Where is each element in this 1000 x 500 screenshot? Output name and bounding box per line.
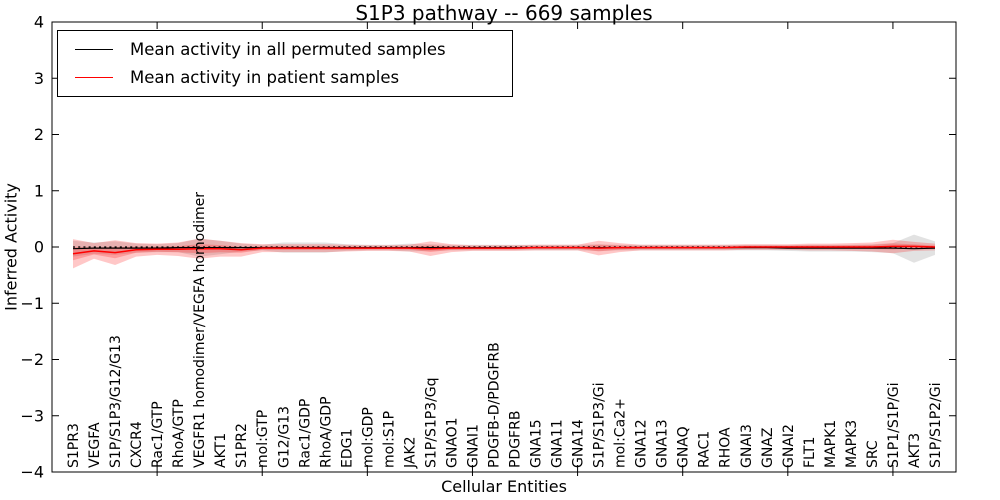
x-tick-label: GNAQ: [676, 426, 692, 468]
x-tick-label: GNA12: [634, 419, 650, 468]
x-tick-label: GNAI1: [465, 424, 481, 468]
y-tick-label: −4: [20, 463, 44, 482]
x-tick-label: mol:S1P: [381, 411, 397, 468]
x-tick-label: S1P1/S1P/Gi: [886, 382, 902, 468]
x-tick-label: S1PR3: [66, 423, 82, 468]
patient-mean-line: [72, 245, 936, 255]
x-tick-label: RHOA: [718, 427, 734, 468]
x-tick-label: mol:GDP: [360, 407, 376, 468]
legend: Mean activity in all permuted samples Me…: [57, 30, 513, 97]
x-tick-label: GNAI2: [781, 424, 797, 468]
x-tick-label: S1PR2: [234, 423, 250, 468]
y-tick-label: −1: [20, 294, 44, 313]
x-tick-label: GNA13: [655, 419, 671, 468]
y-tick-label: 0: [34, 238, 44, 257]
x-tick-label: S1P/S1P3/Gq: [423, 377, 439, 468]
x-tick-label: S1P/S1P3/G12/G13: [108, 335, 124, 468]
x-tick-label: PDGFB-D/PDGFRB: [486, 342, 502, 468]
permuted-line-sample: [75, 48, 113, 50]
x-tick-label: GNA15: [529, 419, 545, 468]
legend-item-permuted: Mean activity in all permuted samples: [58, 35, 512, 63]
x-tick-label: FLT1: [802, 437, 818, 468]
y-tick-label: 4: [34, 13, 44, 32]
x-tick-label: G12/G13: [276, 406, 292, 468]
legend-label-permuted: Mean activity in all permuted samples: [130, 39, 446, 59]
legend-item-patient: Mean activity in patient samples: [58, 64, 512, 92]
x-tick-label: GNAI3: [739, 424, 755, 468]
x-tick-label: SRC: [865, 440, 881, 468]
x-tick-label: MAPK3: [844, 420, 860, 468]
y-tick-label: 2: [34, 125, 44, 144]
x-tick-label: Rac1/GDP: [297, 399, 313, 468]
x-tick-label: S1P/S1P2/Gi: [928, 382, 944, 468]
patient-line-sample: [75, 77, 113, 79]
x-tick-label: VEGFR1 homodimer/VEGFA homodimer: [192, 192, 208, 468]
x-tick-label: GNA11: [550, 419, 566, 468]
x-tick-label: MAPK1: [823, 420, 839, 468]
x-tick-label: RAC1: [697, 431, 713, 468]
y-tick-label: 3: [34, 69, 44, 88]
x-tick-label: GNAZ: [760, 428, 776, 469]
x-tick-label: mol:GTP: [255, 410, 271, 468]
x-tick-label: Rac1/GTP: [150, 401, 166, 468]
x-tick-label: VEGFA: [87, 422, 103, 468]
y-tick-label: −2: [20, 350, 44, 369]
x-tick-label: AKT3: [907, 433, 923, 468]
x-tick-label: GNA14: [571, 419, 587, 468]
x-tick-label: RhoA/GDP: [318, 396, 334, 468]
x-tick-label: mol:Ca2+: [613, 398, 629, 468]
x-tick-label: CXCR4: [129, 421, 145, 468]
patient-band: [73, 238, 935, 269]
x-tick-label: AKT1: [213, 433, 229, 468]
y-tick-label: −3: [20, 406, 44, 425]
y-axis-label: Inferred Activity: [1, 183, 21, 311]
x-tick-label: RhoA/GTP: [171, 399, 187, 468]
y-tick-label: 1: [34, 181, 44, 200]
chart-title: S1P3 pathway -- 669 samples: [355, 1, 653, 25]
x-tick-label: JAK2: [402, 436, 418, 469]
x-tick-label: PDGFRB: [508, 411, 524, 468]
x-tick-label: GNAO1: [444, 417, 460, 468]
x-tick-label: S1P/S1P3/Gi: [592, 382, 608, 468]
legend-label-patient: Mean activity in patient samples: [130, 68, 400, 88]
x-axis-label: Cellular Entities: [441, 477, 567, 496]
x-tick-label: EDG1: [339, 429, 355, 468]
